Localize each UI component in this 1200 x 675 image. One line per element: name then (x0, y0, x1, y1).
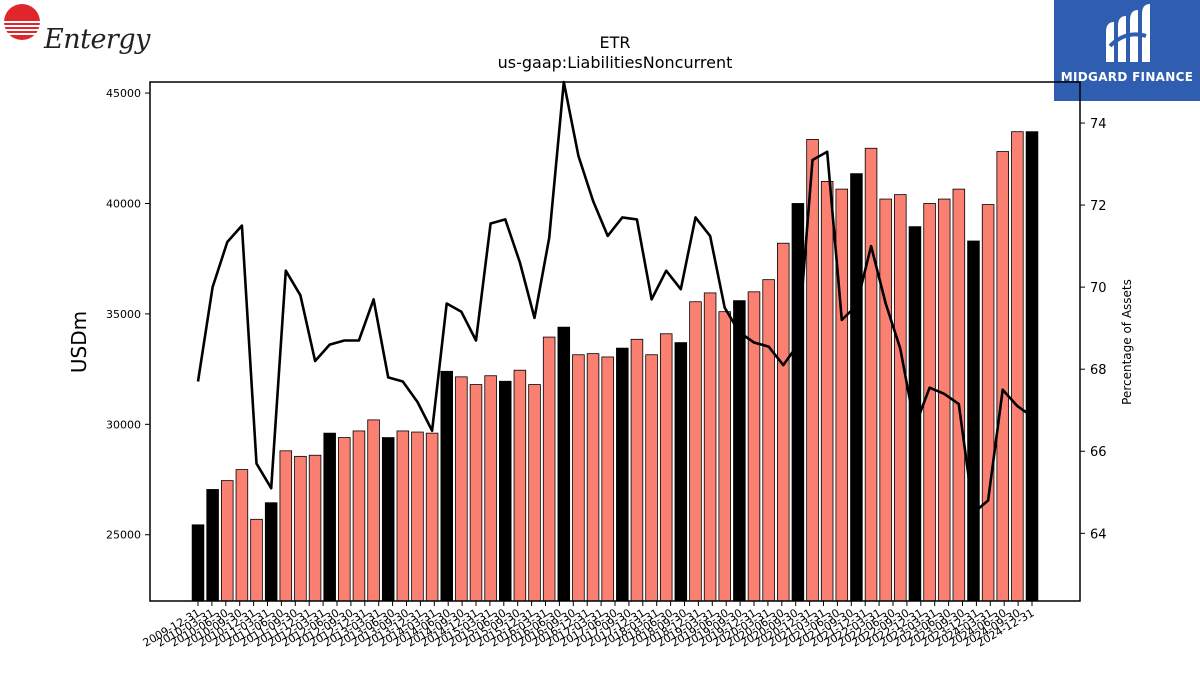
y2-axis-label: Percentage of Assets (1120, 279, 1134, 405)
bar-35 (703, 292, 717, 602)
bar-2 (221, 480, 234, 602)
bar-0 (191, 524, 205, 602)
y2-tick-label-1: 66 (1090, 445, 1107, 460)
line-group (196, 80, 1033, 515)
bar-56 (1011, 131, 1024, 602)
chart-title: ETR (600, 33, 631, 52)
y2-axis: 64 66 68 70 72 74 (1080, 117, 1107, 542)
bar-14 (396, 430, 410, 602)
bars-group (191, 131, 1039, 602)
bar-55 (996, 151, 1009, 602)
bar-47 (879, 198, 892, 602)
y-tick-label-4: 45000 (106, 87, 141, 100)
bar-57 (1025, 131, 1039, 602)
bar-31 (645, 354, 658, 602)
y-tick-label-2: 35000 (106, 308, 141, 321)
entergy-sun-icon (4, 4, 40, 40)
bar-20 (484, 375, 497, 602)
y2-tick-label-4: 72 (1090, 199, 1107, 214)
bar-10 (338, 437, 351, 602)
bar-21 (499, 380, 512, 602)
bar-30 (630, 338, 644, 602)
bar-17 (440, 370, 453, 602)
entergy-logo: Entergy (4, 4, 150, 60)
bar-3 (235, 469, 249, 602)
bar-13 (381, 437, 395, 602)
bar-34 (689, 301, 702, 602)
bar-29 (616, 347, 629, 602)
bar-1 (206, 489, 219, 602)
x-axis: 2009-12-312010-03-312010-06-302010-09-30… (141, 601, 1037, 650)
bar-6 (279, 450, 293, 602)
bar-48 (894, 194, 907, 602)
y-tick-label-0: 25000 (106, 529, 141, 542)
bar-25 (557, 326, 571, 602)
y2-tick-label-5: 74 (1090, 117, 1107, 132)
bar-27 (586, 353, 600, 602)
y2-tick-label-0: 64 (1090, 527, 1107, 542)
bar-28 (601, 356, 614, 602)
bar-22 (513, 369, 527, 602)
bar-54 (981, 204, 995, 602)
bar-5 (264, 502, 278, 602)
bar-41 (791, 203, 805, 602)
bar-26 (572, 354, 585, 602)
y2-tick-label-3: 70 (1090, 281, 1107, 296)
bar-19 (469, 384, 483, 602)
midgard-m-icon (1106, 4, 1150, 62)
bar-32 (659, 333, 673, 602)
bar-12 (367, 419, 380, 602)
bar-39 (762, 279, 775, 602)
y2-tick-label-2: 68 (1090, 363, 1107, 378)
y-axis: 25000 30000 35000 40000 45000 (106, 87, 150, 542)
bar-16 (425, 432, 439, 602)
bar-33 (674, 342, 688, 602)
y-tick-label-3: 40000 (106, 197, 141, 210)
bar-53 (967, 240, 980, 602)
bar-7 (294, 455, 307, 602)
bar-4 (250, 518, 263, 602)
y-tick-label-1: 30000 (106, 418, 141, 431)
bar-36 (718, 311, 731, 602)
bar-43 (820, 180, 834, 602)
midgard-logo-text: MIDGARD FINANCE (1060, 70, 1194, 84)
bar-24 (542, 336, 556, 602)
bar-8 (308, 454, 322, 602)
bar-44 (835, 188, 849, 602)
bar-9 (323, 432, 336, 602)
chart-subtitle: us-gaap:LiabilitiesNoncurrent (498, 53, 733, 72)
bar-40 (777, 242, 790, 602)
y-axis-label: USDm (67, 311, 91, 373)
bar-18 (455, 376, 468, 602)
bar-37 (733, 300, 746, 602)
bar-46 (864, 147, 878, 602)
bar-15 (411, 431, 424, 602)
bar-52 (952, 188, 966, 602)
bar-45 (850, 173, 863, 602)
percentage-line (196, 80, 1033, 515)
bar-23 (528, 384, 541, 602)
bar-11 (352, 430, 366, 602)
midgard-finance-logo: MIDGARD FINANCE (1054, 0, 1200, 101)
entergy-logo-text: Entergy (44, 24, 150, 55)
bar-51 (937, 198, 951, 602)
